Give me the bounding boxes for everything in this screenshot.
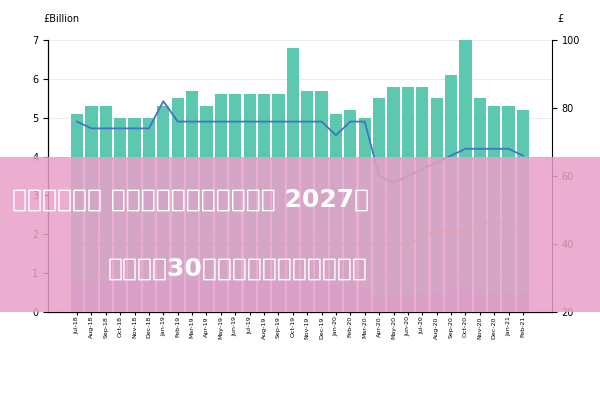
Bar xyxy=(172,281,184,312)
Bar xyxy=(186,281,198,312)
Bar xyxy=(157,106,169,281)
Bar xyxy=(460,36,472,289)
Bar xyxy=(416,87,428,292)
Bar xyxy=(416,292,428,312)
Bar xyxy=(0,156,600,312)
Bar xyxy=(172,98,184,281)
Bar xyxy=(344,110,356,285)
Bar xyxy=(316,90,328,281)
Bar xyxy=(301,90,313,281)
Bar xyxy=(128,118,140,281)
Bar xyxy=(445,289,457,312)
Text: 股票投资工具 国家邮政局等八部门：到 2027年: 股票投资工具 国家邮政局等八部门：到 2027年 xyxy=(12,188,369,212)
Bar xyxy=(359,289,371,312)
Bar xyxy=(488,292,500,312)
Bar xyxy=(431,98,443,292)
Bar xyxy=(402,87,414,292)
Bar xyxy=(373,98,385,296)
Bar xyxy=(272,281,284,312)
Bar xyxy=(517,292,529,312)
Bar xyxy=(344,285,356,312)
Bar xyxy=(431,292,443,312)
Bar xyxy=(258,94,270,281)
Bar xyxy=(85,106,98,281)
Bar xyxy=(373,296,385,312)
Bar xyxy=(200,281,212,312)
Bar xyxy=(287,281,299,312)
Bar xyxy=(502,292,515,312)
Bar xyxy=(301,281,313,312)
Bar xyxy=(330,114,342,285)
Bar xyxy=(502,106,515,292)
Text: 初步建成30个左右国家邮政快递枢纽: 初步建成30个左右国家邮政快递枢纽 xyxy=(108,256,368,280)
Bar xyxy=(200,106,212,281)
Bar xyxy=(517,110,529,292)
Bar xyxy=(215,94,227,281)
Bar xyxy=(388,87,400,296)
Bar xyxy=(229,281,241,312)
Bar xyxy=(330,285,342,312)
Bar xyxy=(460,289,472,312)
Bar xyxy=(143,281,155,312)
Bar xyxy=(157,281,169,312)
Bar xyxy=(316,281,328,312)
Bar xyxy=(114,118,126,281)
Bar xyxy=(85,281,98,312)
Bar xyxy=(215,281,227,312)
Bar xyxy=(100,106,112,281)
Bar xyxy=(258,281,270,312)
Bar xyxy=(186,90,198,281)
Bar xyxy=(488,106,500,292)
Bar xyxy=(244,281,256,312)
Bar xyxy=(287,48,299,281)
Text: £Billion: £Billion xyxy=(43,14,79,24)
Bar xyxy=(71,114,83,281)
Bar xyxy=(128,281,140,312)
Bar xyxy=(143,118,155,281)
Text: £: £ xyxy=(557,14,563,24)
Bar xyxy=(474,98,486,292)
Bar xyxy=(100,281,112,312)
Bar xyxy=(474,292,486,312)
Bar xyxy=(388,296,400,312)
Bar xyxy=(244,94,256,281)
Bar xyxy=(71,281,83,312)
Bar xyxy=(445,75,457,289)
Bar xyxy=(272,94,284,281)
Bar xyxy=(114,281,126,312)
Bar xyxy=(229,94,241,281)
Bar xyxy=(402,292,414,312)
Bar xyxy=(359,118,371,289)
